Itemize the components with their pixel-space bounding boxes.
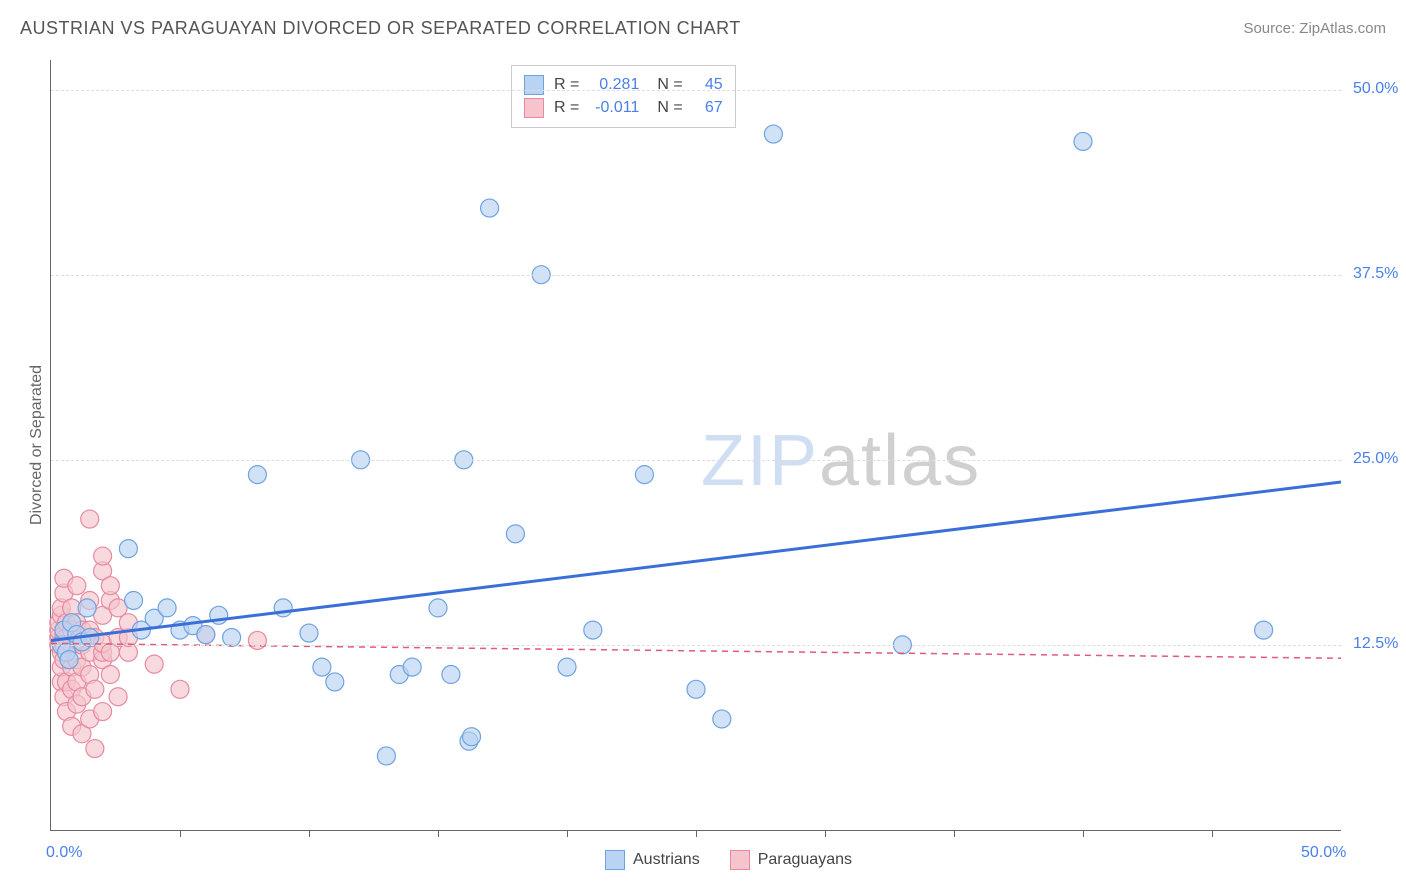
data-point <box>326 673 344 691</box>
data-point <box>125 591 143 609</box>
gridline <box>51 460 1341 461</box>
stat-value-n: 45 <box>693 76 723 94</box>
data-point <box>635 466 653 484</box>
data-point <box>68 577 86 595</box>
gridline <box>51 275 1341 276</box>
data-point <box>101 666 119 684</box>
data-point <box>81 510 99 528</box>
y-tick-label: 25.0% <box>1353 450 1398 468</box>
data-point <box>94 703 112 721</box>
data-point <box>313 658 331 676</box>
stats-legend: R = 0.281 N = 45 R = -0.011 N = 67 <box>511 65 736 128</box>
y-tick-label: 50.0% <box>1353 80 1398 98</box>
data-point <box>1074 132 1092 150</box>
x-tick <box>438 830 439 837</box>
series-legend-item: Austrians <box>605 850 700 870</box>
scatter-plot-svg <box>51 60 1341 830</box>
data-point <box>442 666 460 684</box>
plot-region: ZIPatlas R =0.281N =45R =-0.011N =67 12.… <box>50 60 1341 831</box>
stats-legend-row: R = -0.011 N = 67 <box>524 98 723 118</box>
y-axis-label: Divorced or Separated <box>28 365 46 525</box>
data-point <box>101 577 119 595</box>
stat-label-n: N = <box>657 76 682 94</box>
data-point <box>377 747 395 765</box>
x-tick <box>309 830 310 837</box>
gridline <box>51 645 1341 646</box>
chart-container: AUSTRIAN VS PARAGUAYAN DIVORCED OR SEPAR… <box>0 0 1406 892</box>
y-tick-label: 12.5% <box>1353 635 1398 653</box>
legend-swatch <box>524 98 544 118</box>
stat-label-r: R = <box>554 76 579 94</box>
data-point <box>171 680 189 698</box>
title-bar: AUSTRIAN VS PARAGUAYAN DIVORCED OR SEPAR… <box>20 18 1386 39</box>
x-tick <box>825 830 826 837</box>
gridline <box>51 90 1341 91</box>
x-tick <box>1083 830 1084 837</box>
x-tick-label: 50.0% <box>1301 844 1346 862</box>
data-point <box>713 710 731 728</box>
legend-swatch <box>730 850 750 870</box>
data-point <box>764 125 782 143</box>
data-point <box>463 728 481 746</box>
data-point <box>94 547 112 565</box>
data-point <box>506 525 524 543</box>
x-tick <box>1212 830 1213 837</box>
data-point <box>197 626 215 644</box>
stat-label-r: R = <box>554 99 579 117</box>
data-point <box>687 680 705 698</box>
y-tick-label: 37.5% <box>1353 265 1398 283</box>
stats-legend-row: R = 0.281 N = 45 <box>524 75 723 95</box>
x-tick <box>180 830 181 837</box>
data-point <box>60 651 78 669</box>
legend-swatch <box>605 850 625 870</box>
data-point <box>223 629 241 647</box>
data-point <box>300 624 318 642</box>
stat-label-n: N = <box>657 99 682 117</box>
data-point <box>429 599 447 617</box>
x-tick <box>567 830 568 837</box>
x-tick-label: 0.0% <box>46 844 82 862</box>
data-point <box>119 540 137 558</box>
data-point <box>145 655 163 673</box>
trend-line <box>51 482 1341 640</box>
data-point <box>109 688 127 706</box>
stat-value-r: -0.011 <box>589 99 639 117</box>
data-point <box>248 466 266 484</box>
series-name: Austrians <box>633 851 700 869</box>
x-tick <box>954 830 955 837</box>
series-legend-item: Paraguayans <box>730 850 852 870</box>
chart-title: AUSTRIAN VS PARAGUAYAN DIVORCED OR SEPAR… <box>20 18 741 39</box>
stat-value-n: 67 <box>693 99 723 117</box>
data-point <box>558 658 576 676</box>
source-attribution: Source: ZipAtlas.com <box>1243 20 1386 37</box>
data-point <box>1255 621 1273 639</box>
series-name: Paraguayans <box>758 851 852 869</box>
data-point <box>86 680 104 698</box>
data-point <box>403 658 421 676</box>
x-tick <box>696 830 697 837</box>
series-legend: Austrians Paraguayans <box>605 850 852 870</box>
data-point <box>158 599 176 617</box>
data-point <box>86 740 104 758</box>
data-point <box>584 621 602 639</box>
legend-swatch <box>524 75 544 95</box>
stat-value-r: 0.281 <box>589 76 639 94</box>
data-point <box>78 599 96 617</box>
data-point <box>248 631 266 649</box>
data-point <box>481 199 499 217</box>
